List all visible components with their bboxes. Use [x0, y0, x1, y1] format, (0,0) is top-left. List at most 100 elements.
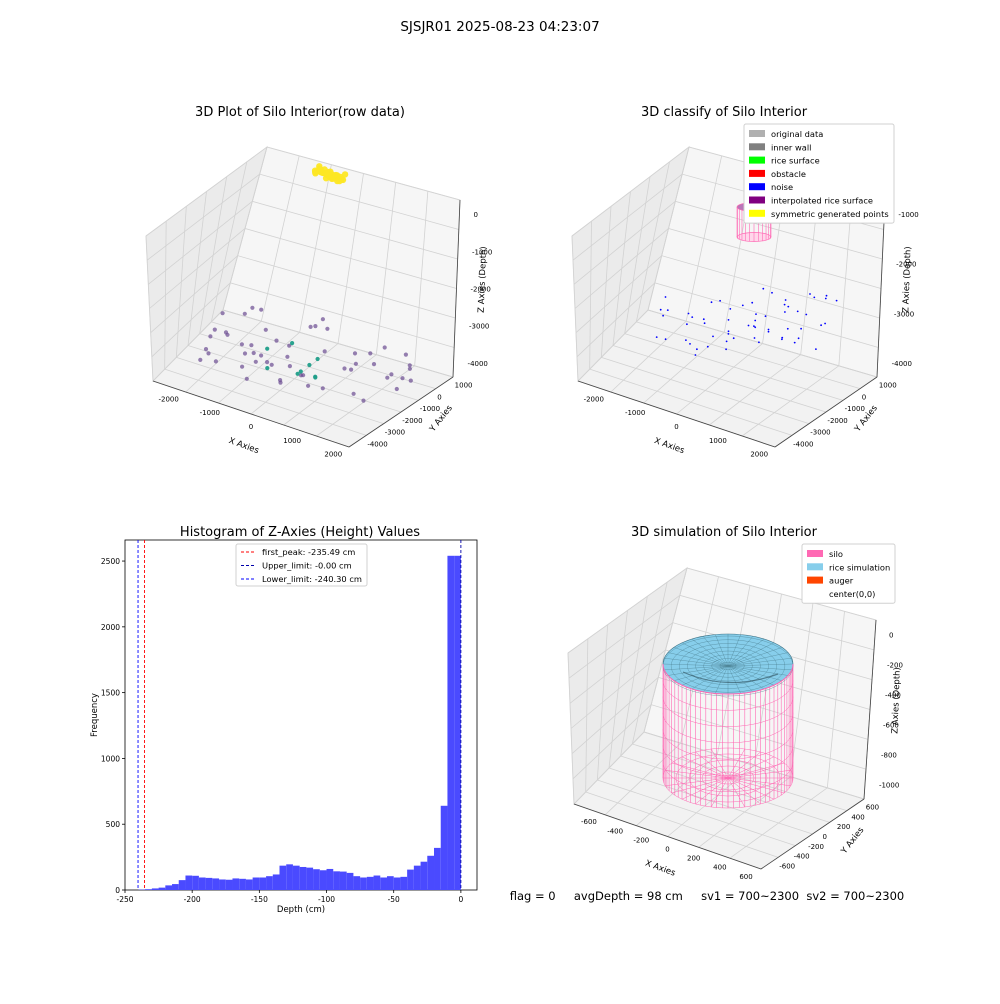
scatter-point	[313, 324, 317, 328]
y-tick-label: -400	[794, 853, 810, 861]
legend-label: first_peak: -235.49 cm	[262, 547, 355, 557]
noise-point	[765, 315, 767, 317]
y-tick-label: 500	[106, 820, 121, 829]
histogram-bar	[206, 878, 213, 890]
scatter-point	[309, 325, 313, 329]
noise-point	[800, 328, 802, 330]
y-tick-label: 0	[437, 393, 441, 401]
scatter-point	[337, 174, 343, 180]
z-tick-label: -800	[881, 752, 897, 760]
scatter-point	[400, 376, 404, 380]
noise-point	[826, 295, 828, 297]
histogram-bar	[374, 876, 381, 890]
noise-point	[728, 319, 730, 321]
scatter-point	[265, 360, 269, 364]
y-tick-label: -200	[808, 843, 824, 851]
histogram-bar	[232, 878, 239, 890]
legend-swatch	[749, 143, 765, 150]
legend-swatch	[749, 197, 765, 204]
scatter-point	[372, 362, 376, 366]
histogram-bar	[300, 867, 307, 890]
y-tick-label: 1000	[879, 382, 897, 390]
scatter-point	[221, 311, 225, 315]
noise-point	[805, 314, 807, 316]
histogram-bar	[434, 848, 441, 890]
noise-point	[755, 313, 757, 315]
legend-swatch	[749, 183, 765, 190]
noise-point	[742, 305, 744, 307]
histogram-bar	[360, 878, 367, 891]
scatter-point	[395, 387, 399, 391]
x-tick-label: 400	[713, 864, 726, 872]
z-axis-label: Z Axies (Depth)	[477, 246, 489, 313]
legend-label: center(0,0)	[829, 589, 875, 599]
scatter-point	[254, 360, 258, 364]
noise-point	[711, 301, 713, 303]
panel-raw-data-3d: 3D Plot of Silo Interior(row data) -2000…	[146, 105, 492, 459]
histogram-bar	[427, 856, 434, 890]
x-tick-label: -200	[184, 895, 201, 904]
y-tick-label: -3000	[385, 429, 405, 437]
noise-point	[665, 338, 667, 340]
noise-point	[689, 343, 691, 345]
noise-point	[726, 341, 728, 343]
noise-point	[695, 354, 697, 356]
scatter-point	[324, 172, 330, 178]
y-tick-label: 0	[115, 886, 120, 895]
panel-histogram: Histogram of Z-Axies (Height) Values -25…	[90, 525, 477, 915]
noise-point	[754, 320, 756, 322]
histogram-bar	[253, 878, 260, 891]
z-tick-label: -1000	[879, 782, 899, 790]
histogram-bar	[347, 873, 354, 890]
legend-label: Upper_limit: -0.00 cm	[262, 561, 352, 571]
figure-suptitle: SJSJR01 2025-08-23 04:23:07	[400, 19, 599, 35]
z-tick-label: -4000	[468, 360, 488, 368]
scatter-point	[306, 384, 310, 388]
z-tick-label: -4000	[892, 360, 912, 368]
x-axis-label: X Axies	[653, 436, 686, 456]
scatter-point	[408, 363, 412, 367]
scatter-point	[278, 378, 282, 382]
noise-point	[758, 341, 760, 343]
y-tick-label: 200	[837, 823, 850, 831]
y-tick-label: -1000	[420, 405, 440, 413]
legend-swatch	[807, 550, 823, 557]
legend-swatch	[749, 210, 765, 217]
noise-point	[719, 300, 721, 302]
histogram-bar	[273, 874, 280, 890]
y-tick-label: 2000	[101, 623, 120, 632]
scatter-point	[312, 170, 318, 176]
scatter-point	[323, 349, 327, 353]
y-tick-label: -1000	[845, 405, 865, 413]
y-tick-label: -600	[779, 862, 795, 870]
histogram-bar	[226, 880, 233, 890]
noise-point	[656, 336, 658, 338]
histogram-bar	[179, 880, 186, 890]
x-tick-label: 1000	[709, 437, 727, 445]
noise-point	[794, 342, 796, 344]
noise-point	[787, 306, 789, 308]
noise-point	[771, 292, 773, 294]
scatter-point	[353, 351, 357, 355]
scatter-point	[245, 377, 249, 381]
noise-point	[728, 333, 730, 335]
legend-label: inner wall	[771, 142, 811, 152]
y-axis-label: Frequency	[90, 693, 100, 737]
histogram-bar	[152, 888, 159, 890]
histogram-bar	[159, 888, 166, 890]
noise-point	[703, 318, 705, 320]
scatter-point	[316, 357, 320, 361]
noise-point	[754, 326, 756, 328]
scatter-point	[285, 355, 289, 359]
x-tick-label: 0	[249, 423, 253, 431]
histogram-bar	[367, 877, 374, 890]
y-tick-label: 600	[866, 804, 879, 812]
z-axis-label: Z Axies (Depth)	[901, 246, 913, 313]
histogram-bar	[441, 806, 448, 890]
noise-point	[660, 309, 662, 311]
noise-point	[762, 288, 764, 290]
scatter-point	[361, 399, 365, 403]
histogram-bar	[313, 869, 320, 890]
noise-point	[798, 337, 800, 339]
noise-point	[748, 325, 750, 327]
